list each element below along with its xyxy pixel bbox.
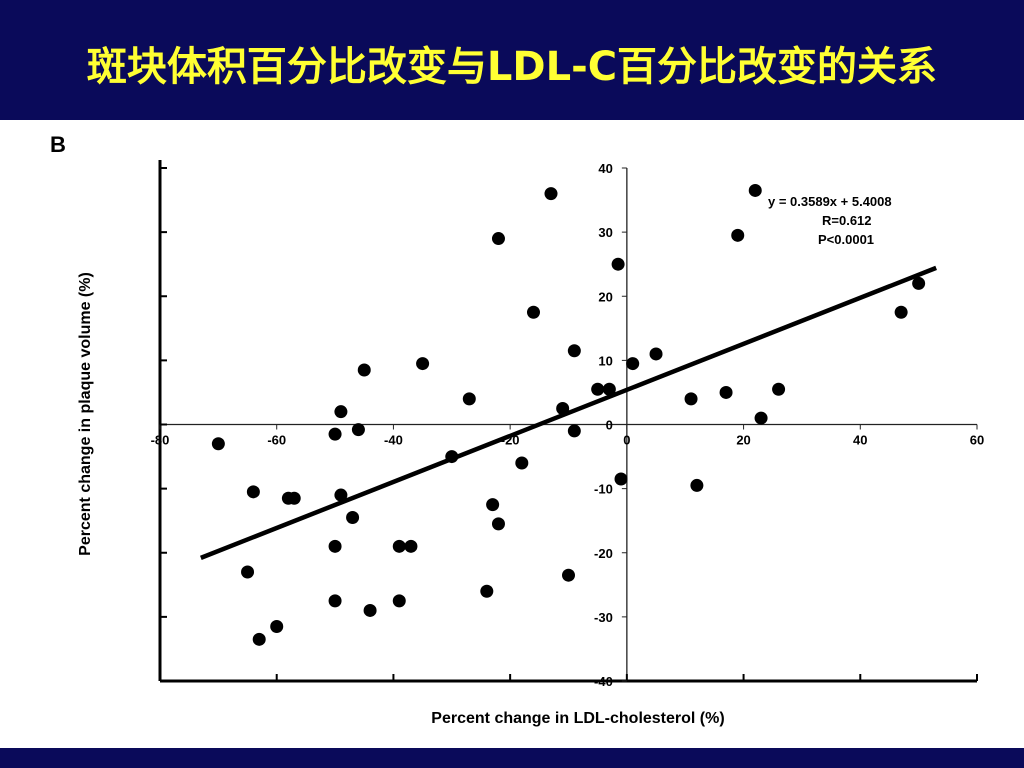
data-point [649,347,663,361]
slide-title: 斑块体积百分比改变与LDL-C百分比改变的关系 [86,44,938,90]
data-point [731,228,745,242]
x-tick-label: 40 [853,433,867,448]
data-point [211,437,225,451]
data-point [491,517,505,531]
data-point [462,392,476,406]
data-point [567,424,581,438]
data-point [346,510,360,524]
y-axis-title: Percent change in plaque volume (%) [77,272,94,556]
regression-line [200,265,937,560]
equation-label: y = 0.3589x + 5.4008 [768,194,892,209]
data-point [894,305,908,319]
data-point [772,382,786,396]
data-point [351,423,365,437]
data-point [392,594,406,608]
data-point [562,568,575,582]
data-points [211,183,926,646]
data-point [515,456,529,470]
data-point [328,539,342,553]
p-value-label: P<0.0001 [818,232,874,247]
data-point [690,478,704,492]
data-point [526,305,540,319]
data-point [252,632,266,646]
data-point [287,491,301,505]
data-point [241,565,255,579]
data-point [328,427,342,441]
data-point [480,584,494,598]
panel-label: B [50,132,66,157]
data-point [602,382,616,396]
y-tick-label: 20 [598,289,612,304]
y-tick-label: -30 [594,610,613,625]
y-tick-label: 10 [598,353,612,368]
data-point [334,488,348,502]
x-tick-label: 20 [736,433,750,448]
annotation-group: y = 0.3589x + 5.4008 R=0.612 P<0.0001 [768,194,892,247]
data-point [614,472,628,486]
x-tick-label: -40 [384,433,403,448]
y-tick-label: -40 [594,674,613,689]
data-point [416,357,430,371]
data-point [363,603,377,617]
x-tick-label: 60 [970,433,984,448]
data-point [404,539,418,553]
scatter-chart: B -80 -60 -40 -20 0 20 40 60-40-30-20-100102030… [50,132,984,727]
data-point [754,411,768,425]
data-point [392,539,406,553]
data-point [626,357,640,371]
data-point [748,183,762,197]
x-axis-title: Percent change in LDL-cholesterol (%) [431,710,724,727]
data-point [334,405,348,419]
data-point [719,385,733,399]
y-tick-label: 0 [606,418,613,433]
plot-frame [158,160,977,683]
data-point [567,344,581,358]
y-tick-label: -20 [594,546,613,561]
data-point [328,594,342,608]
data-point [684,392,698,406]
regression-line-group [200,265,937,560]
bottom-bar [0,748,1024,768]
data-point [611,257,625,271]
title-bar [0,0,1024,120]
x-tick-label: 0 [623,433,630,448]
data-point [270,619,284,633]
y-tick-label: 30 [598,225,612,240]
data-point [591,382,605,396]
y-tick-label: 40 [598,161,612,176]
data-point [544,187,558,201]
data-point [912,276,926,290]
r-value-label: R=0.612 [822,213,872,228]
chart-root: B -80 -60 -40 -20 0 20 40 60-40-30-20-100102030… [50,132,984,727]
x-tick-label: -80 [151,433,170,448]
data-point [486,498,500,512]
data-point [491,232,505,246]
data-point [357,363,371,377]
data-point [246,485,260,499]
y-tick-label: -10 [594,482,613,497]
x-tick-label: -60 [267,433,286,448]
